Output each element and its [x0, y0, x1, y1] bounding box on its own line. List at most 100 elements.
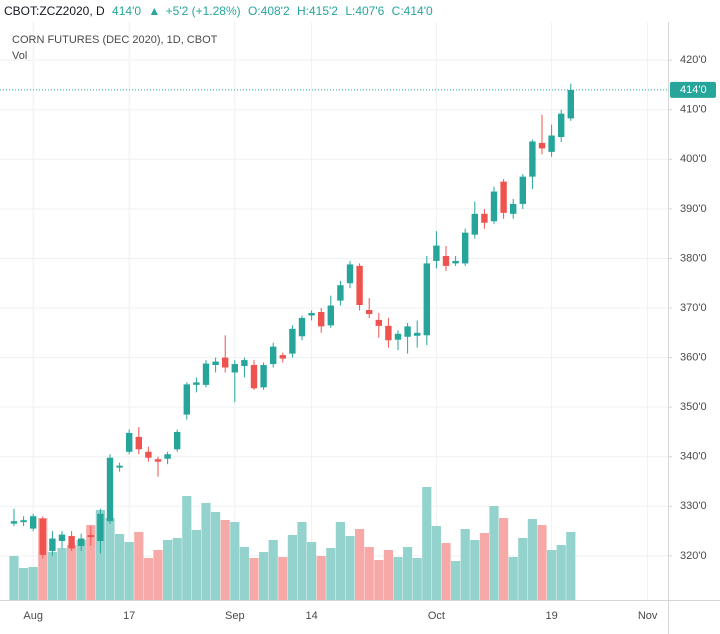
candle-body	[308, 312, 315, 316]
volume-bar	[374, 560, 384, 600]
volume-bar	[479, 533, 489, 600]
volume-bar	[105, 518, 115, 600]
volume-bar	[163, 540, 173, 600]
volume-bar	[508, 557, 518, 600]
volume-bar	[57, 548, 67, 600]
candle-body	[270, 346, 277, 365]
high: H:415'2	[297, 4, 338, 18]
candle-body	[490, 191, 498, 222]
y-tick-label: 340'0	[680, 451, 707, 463]
candle-body	[58, 534, 66, 542]
candle-body	[49, 538, 56, 551]
candle-body	[260, 365, 267, 388]
y-tick-label: 360'0	[680, 352, 707, 364]
candle-body	[423, 263, 430, 336]
candle-body	[318, 311, 325, 327]
candle-body	[442, 255, 450, 266]
chart-title: CORN FUTURES (DEC 2020), 1D, CBOT	[12, 34, 218, 46]
volume-bar	[383, 550, 393, 600]
volume-bar	[211, 512, 221, 600]
last-price-label: 414'0	[680, 84, 707, 96]
volume-bar	[345, 536, 355, 600]
volume-bar	[547, 550, 557, 600]
y-tick-label: 420'0	[680, 54, 707, 66]
volume-bar	[115, 534, 125, 600]
candle-body	[529, 141, 536, 177]
volume-bar	[47, 552, 57, 600]
volume-label: Vol	[12, 50, 27, 62]
volume-bar	[153, 550, 163, 600]
x-tick-label: 17	[123, 610, 135, 622]
candle-body	[20, 520, 27, 523]
x-tick-label: 19	[545, 610, 557, 622]
candle-body	[337, 285, 344, 301]
volume-bar	[422, 487, 432, 600]
last: 414'0	[112, 4, 141, 18]
volume-bar	[470, 540, 480, 600]
volume-bar	[95, 510, 105, 600]
candle-body	[346, 264, 354, 284]
candle-body	[279, 355, 286, 359]
x-tick-label: Aug	[23, 610, 43, 622]
candle-body	[154, 459, 162, 462]
x-tick-label: 14	[305, 610, 317, 622]
candle-body	[481, 213, 488, 223]
candle-body	[202, 363, 210, 385]
candle-body	[414, 332, 421, 336]
y-tick-label: 390'0	[680, 203, 707, 215]
volume-bar	[527, 519, 537, 600]
candle-body	[183, 384, 190, 415]
volume-bar	[259, 552, 269, 600]
candle-body	[356, 265, 363, 306]
volume-bar	[335, 522, 345, 600]
x-tick-label: Sep	[225, 610, 245, 622]
candle-body	[78, 538, 85, 546]
candle-body	[164, 454, 171, 459]
volume-bar	[191, 530, 201, 600]
volume-bar	[239, 547, 249, 600]
volume-bar	[556, 545, 566, 600]
x-tick-label: Nov	[638, 610, 658, 622]
candle-body	[298, 317, 306, 337]
volume-bar	[499, 518, 509, 600]
change: +5'2 (+1.28%)	[166, 4, 241, 18]
volume-bar	[287, 535, 297, 600]
candle-body	[289, 328, 296, 354]
volume-bar	[412, 558, 422, 600]
open: O:408'2	[248, 4, 290, 18]
candle-body	[106, 457, 114, 522]
close: C:414'0	[392, 4, 433, 18]
volume-bar	[364, 547, 374, 600]
candles	[10, 83, 574, 559]
volume-bar	[326, 548, 336, 600]
axes: 320'0 330'0 340'0 350'0 360'0 370'0 380'0 390'0…	[0, 54, 716, 622]
candle-body	[116, 465, 123, 468]
candle-body	[174, 431, 181, 450]
y-tick-label: 330'0	[680, 500, 707, 512]
volume-bar	[403, 547, 413, 600]
volume-bar	[431, 526, 441, 600]
candle-body	[375, 319, 382, 326]
y-tick-label: 370'0	[680, 302, 707, 314]
candle-body	[145, 451, 152, 458]
candle-body	[519, 176, 526, 204]
volume-bar	[566, 532, 576, 600]
volume-bar	[451, 561, 461, 600]
candle-body	[87, 535, 94, 538]
volume-bar	[76, 540, 86, 600]
candle-body	[222, 357, 229, 368]
candle-body	[327, 305, 334, 326]
volume-bar	[220, 520, 230, 600]
candle-body	[39, 518, 46, 555]
volume-bar	[38, 518, 48, 600]
volume-bar	[316, 556, 326, 600]
volume-bar	[19, 568, 29, 600]
header: CBOT:ZCZ2020, D 414'0 ▲ +5'2 (+1.28%) O:…	[4, 4, 433, 18]
volume-bar	[67, 545, 77, 600]
candle-body	[558, 113, 565, 138]
volume-bar	[489, 506, 499, 600]
volume-bar	[355, 529, 365, 600]
volume-bar	[460, 529, 470, 600]
candle-body	[452, 260, 459, 264]
